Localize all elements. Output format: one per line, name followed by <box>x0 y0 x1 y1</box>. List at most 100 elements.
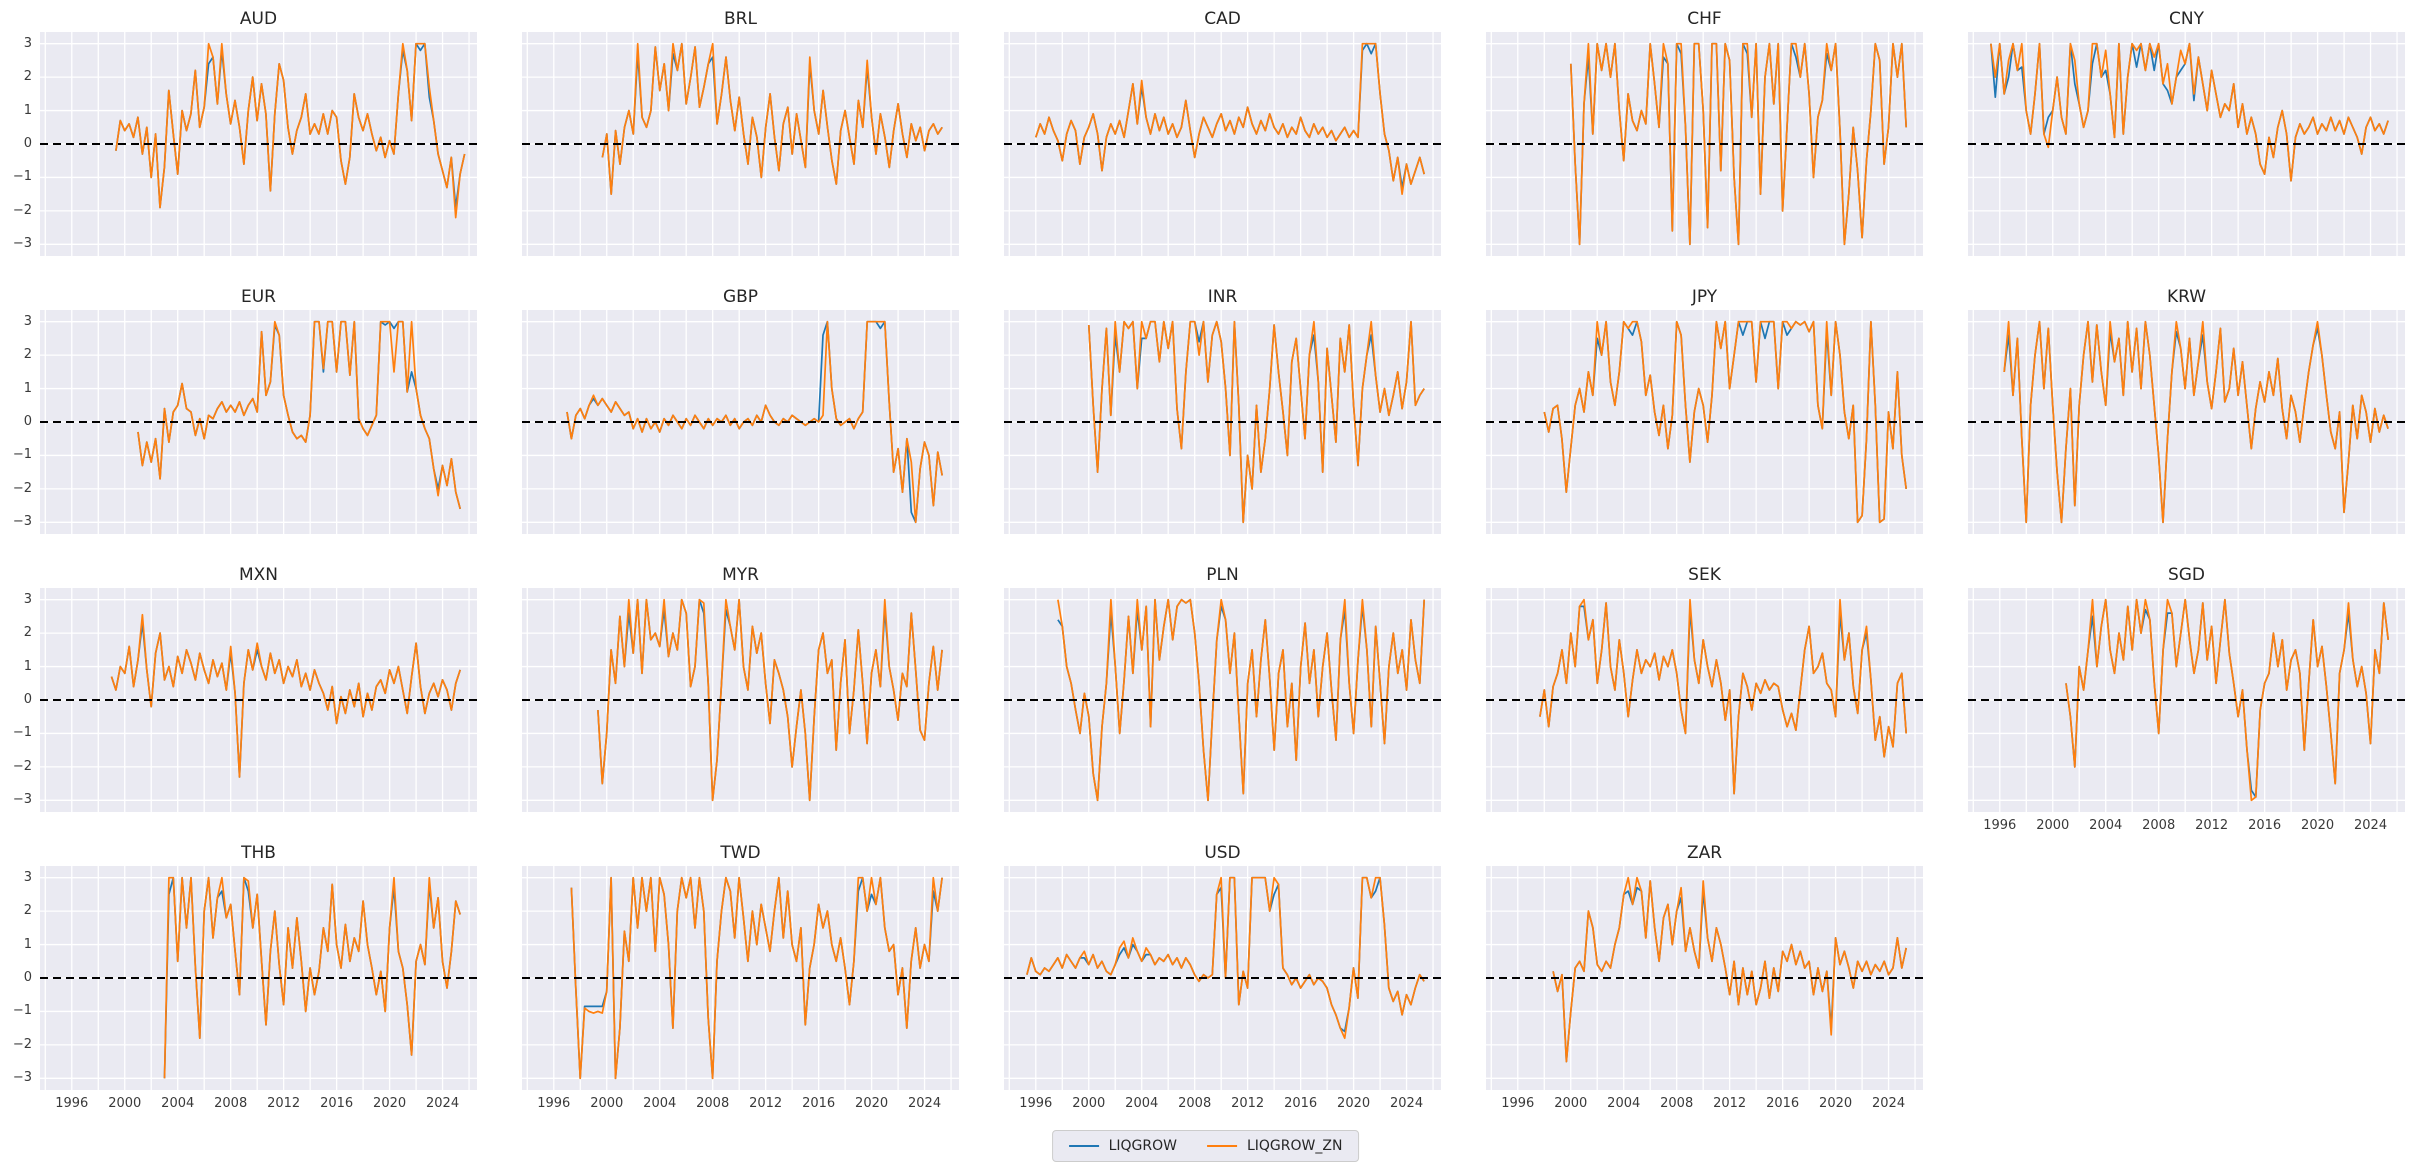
legend-entry-liqgrow-zn: LIQGROW_ZN <box>1206 1138 1343 1154</box>
panel-title: ZAR <box>1686 843 1723 863</box>
plot-area: 1996 2000 2004 2008 2012 2016 2020 2024 <box>1968 588 2405 833</box>
panel-myr: MYR <box>522 564 959 812</box>
x-tick-label: 2016 <box>1766 1096 1800 1111</box>
panel-title: MYR <box>722 565 759 585</box>
liqgrow-zn-line <box>2003 320 2389 524</box>
y-tick-label: −2 <box>12 758 32 774</box>
y-tick-label: 0 <box>23 136 32 151</box>
x-tick-label: 2004 <box>2089 818 2123 833</box>
panel-chf: CHF <box>1486 8 1923 256</box>
legend-label-liqgrow-zn: LIQGROW_ZN <box>1246 1138 1343 1154</box>
panel-brl: BRL <box>522 8 959 256</box>
y-tick-label: 1 <box>23 936 32 952</box>
x-tick-label: 2000 <box>108 1096 142 1111</box>
panel-cny: CNY <box>1968 8 2405 256</box>
y-tick-label: 0 <box>23 692 32 707</box>
liqgrow-zn-line <box>566 320 944 524</box>
plot-svg <box>1968 310 2405 534</box>
panel-inr: INR <box>1004 286 1441 534</box>
y-tick-label: −1 <box>12 725 32 741</box>
panel-title: INR <box>1207 287 1238 307</box>
panel-title: MXN <box>238 565 279 585</box>
x-tick-label: 2000 <box>2036 818 2070 833</box>
liqgrow-zn-line <box>1026 876 1425 1040</box>
y-tick-label: 3 <box>23 313 32 329</box>
x-tick-label: 2020 <box>2301 818 2335 833</box>
x-tick-label: 1996 <box>1983 818 2017 833</box>
plot-svg <box>1004 588 1441 812</box>
panel-title: SGD <box>2167 565 2206 585</box>
plot-area <box>1486 32 1923 256</box>
plot-area: 3 2 1 0 −1 −2 −3 1996 2000 2004 2008 2012 2016 2020 20… <box>13 866 477 1111</box>
y-tick-label: −1 <box>12 447 32 463</box>
plot-svg <box>1486 310 1923 534</box>
x-tick-label: 2024 <box>426 1096 460 1111</box>
liqgrow-zn-line <box>1990 42 2389 182</box>
plot-area <box>1968 310 2405 534</box>
liqgrow-zn-line <box>1552 876 1908 1063</box>
y-tick-label: 2 <box>23 903 32 919</box>
liqgrow-zn-line <box>115 42 466 219</box>
plot-svg <box>40 310 477 534</box>
panel-mxn: MXN 3 2 1 0 −1 −2 −3 <box>13 564 477 812</box>
liqgrow-zn-line <box>1539 598 1908 795</box>
plot-area <box>522 588 959 812</box>
plot-svg <box>40 866 477 1090</box>
liqgrow-zn-line <box>1057 598 1426 802</box>
liqgrow-line <box>115 42 466 209</box>
y-tick-label: 1 <box>23 380 32 396</box>
legend-entry-liqgrow: LIQGROW <box>1068 1138 1177 1154</box>
plot-svg <box>1004 310 1441 534</box>
liqgrow-zn-line <box>163 876 462 1079</box>
plot-svg <box>522 866 959 1090</box>
y-tick-label: −2 <box>12 202 32 218</box>
plot-svg <box>1486 32 1923 256</box>
x-tick-label: 2020 <box>1337 1096 1371 1111</box>
panel-title: THB <box>241 843 276 863</box>
panel-zar: ZAR 1996 2000 2004 2008 2012 2016 2020 2024 <box>1486 842 1923 1111</box>
x-tick-label: 2020 <box>855 1096 889 1111</box>
x-tick-label: 2016 <box>802 1096 836 1111</box>
plot-area <box>522 32 959 256</box>
y-tick-label: −2 <box>12 1036 32 1052</box>
x-tick-label: 2004 <box>643 1096 677 1111</box>
panel-title: EUR <box>241 287 276 307</box>
x-tick-label: 2024 <box>1390 1096 1424 1111</box>
x-tick-label: 2016 <box>320 1096 354 1111</box>
plot-area <box>1968 32 2405 256</box>
y-tick-label: −3 <box>12 514 32 530</box>
x-tick-label: 2000 <box>1554 1096 1588 1111</box>
y-tick-label: −3 <box>12 792 32 808</box>
x-tick-label: 1996 <box>55 1096 89 1111</box>
panel-twd: TWD 1996 2000 2004 2008 2012 2016 2020 2024 <box>522 842 959 1111</box>
panel-title: PLN <box>1206 565 1239 585</box>
panel-title: AUD <box>239 9 278 29</box>
x-tick-label: 2012 <box>267 1096 301 1111</box>
x-tick-label: 2024 <box>908 1096 942 1111</box>
panel-title: TWD <box>720 843 761 863</box>
x-tick-label: 2024 <box>1872 1096 1906 1111</box>
liqgrow-line-swatch-icon <box>1068 1145 1099 1147</box>
x-tick-label: 2000 <box>1072 1096 1106 1111</box>
liqgrow-zn-line <box>597 598 943 802</box>
plot-area <box>1486 310 1923 534</box>
y-tick-label: 3 <box>23 35 32 51</box>
panel-sek: SEK <box>1486 564 1923 812</box>
liqgrow-line <box>1026 876 1425 1033</box>
x-tick-label: 2004 <box>1125 1096 1159 1111</box>
panel-title: CHF <box>1687 9 1722 29</box>
panel-title: CAD <box>1204 9 1241 29</box>
y-tick-label: 1 <box>23 102 32 118</box>
x-tick-label: 1996 <box>1019 1096 1053 1111</box>
liqgrow-zn-line <box>110 613 462 778</box>
y-tick-label: 0 <box>23 970 32 985</box>
panel-title: USD <box>1204 843 1241 863</box>
x-tick-label: 2012 <box>749 1096 783 1111</box>
y-tick-label: 3 <box>23 591 32 607</box>
liqgrow-zn-line-swatch-icon <box>1206 1145 1237 1147</box>
plot-area: 3 2 1 0 −1 −2 −3 <box>13 310 477 534</box>
panel-gbp: GBP <box>522 286 959 534</box>
plot-svg <box>1004 32 1441 256</box>
panel-eur: EUR 3 2 1 0 −1 −2 −3 <box>13 286 477 534</box>
panel-usd: USD 1996 2000 2004 2008 2012 2016 2020 2024 <box>1004 842 1441 1111</box>
